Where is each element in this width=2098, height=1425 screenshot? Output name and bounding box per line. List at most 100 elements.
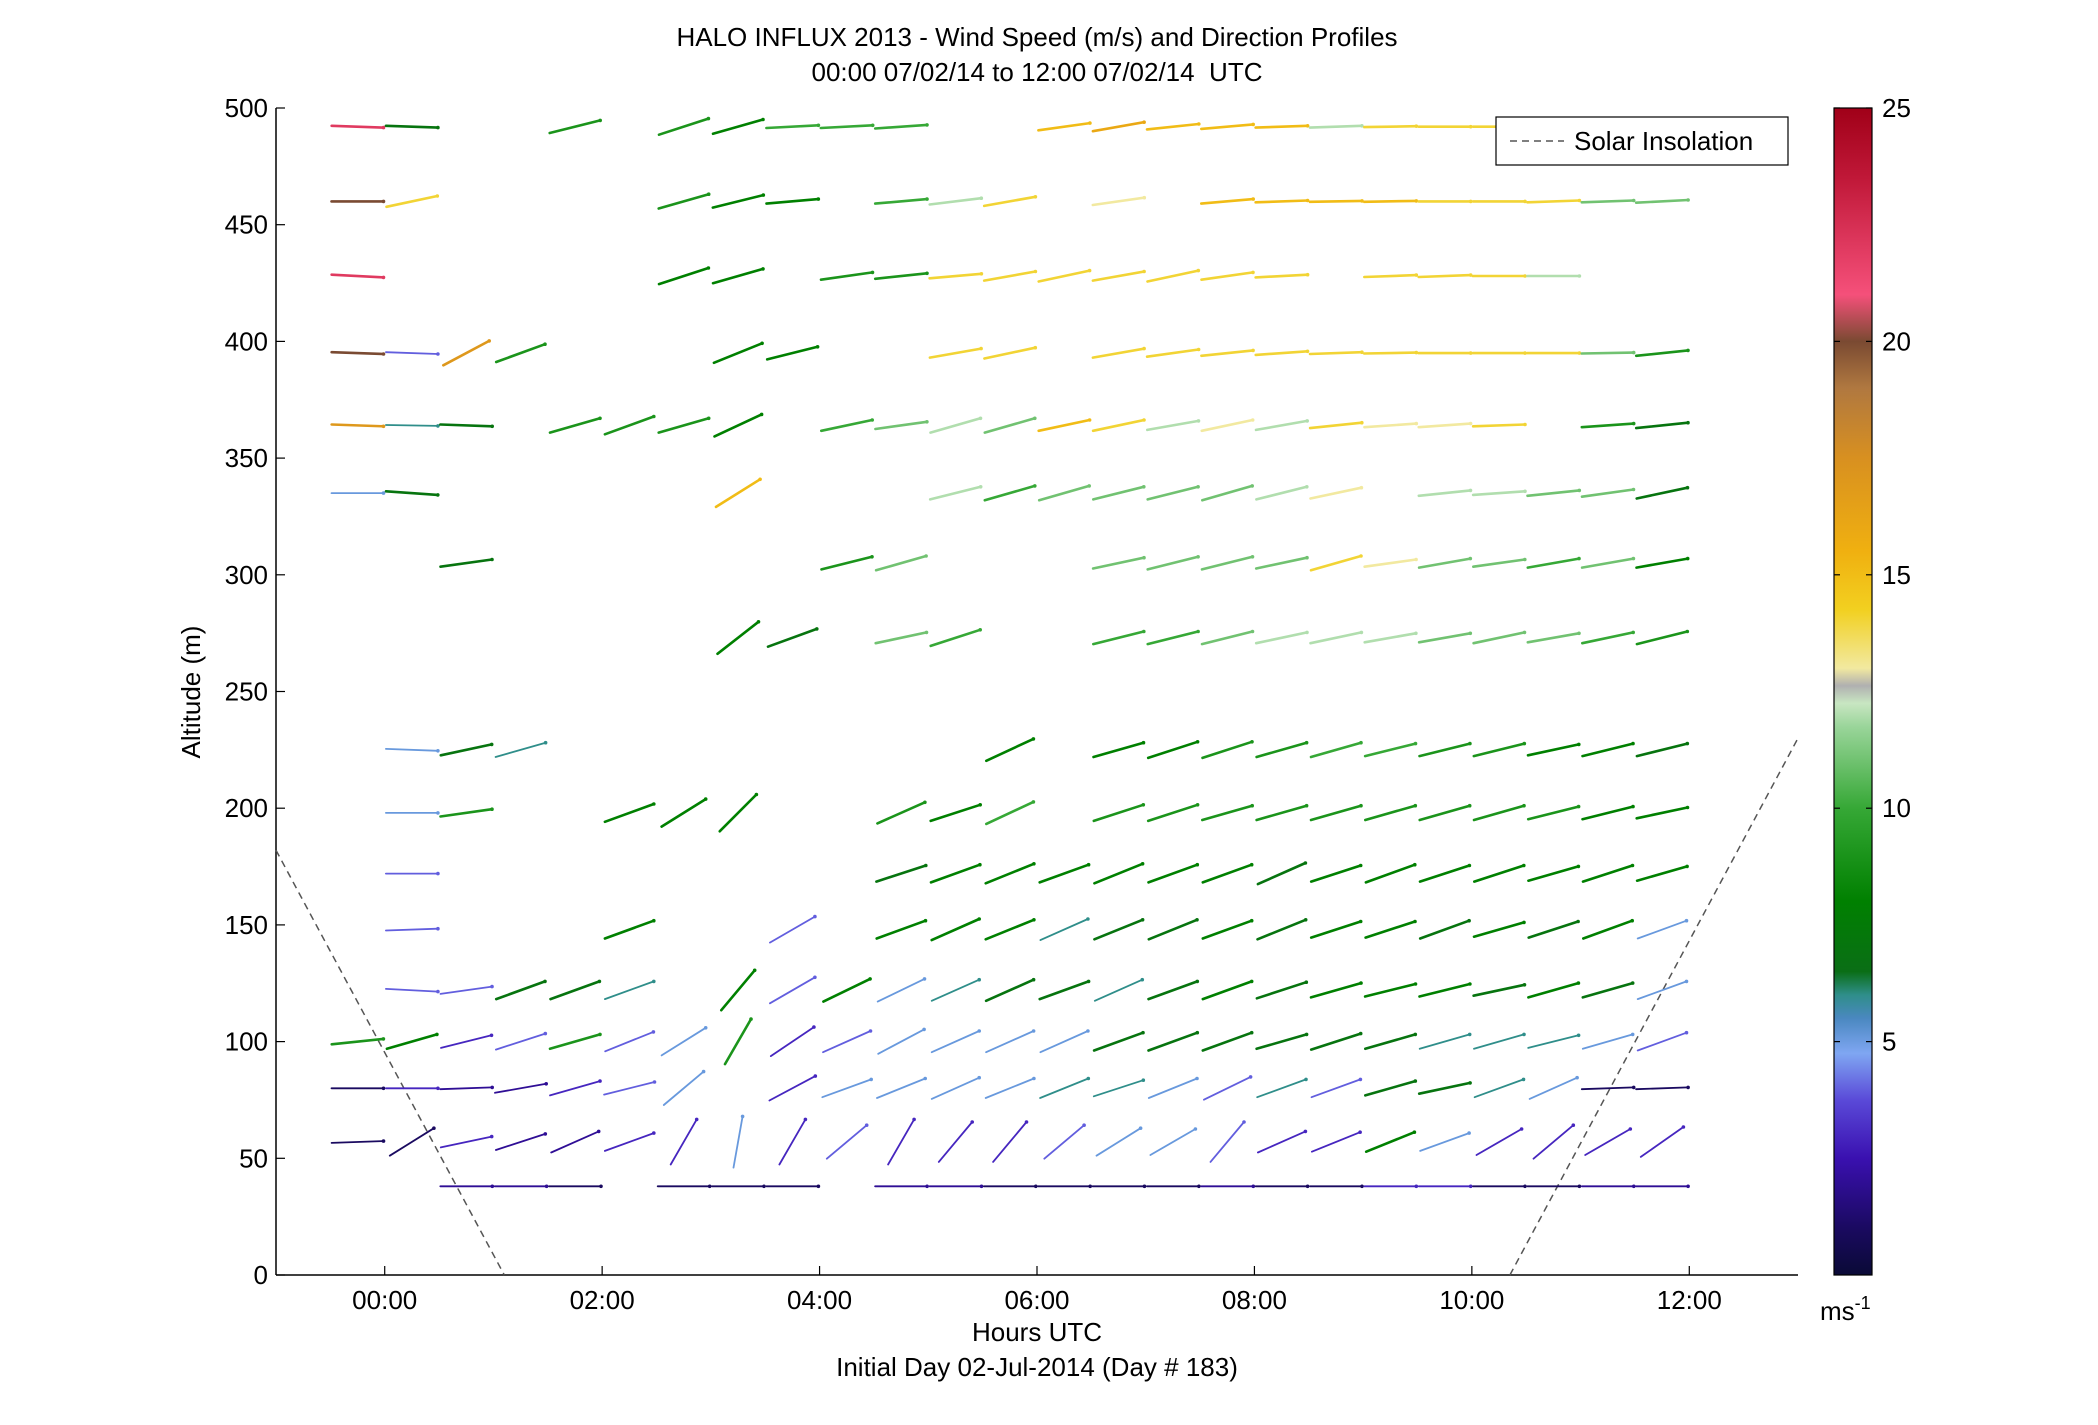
wind-barb bbox=[1043, 1124, 1085, 1160]
wind-barb-head bbox=[1630, 918, 1634, 923]
wind-barb bbox=[1526, 631, 1581, 644]
wind-barb-head bbox=[1522, 983, 1527, 987]
wind-barb-head bbox=[381, 199, 386, 204]
wind-barb bbox=[930, 917, 981, 942]
y-tick-label: 450 bbox=[225, 210, 268, 240]
wind-barb-head bbox=[1195, 740, 1200, 744]
wind-barb-head bbox=[436, 125, 440, 130]
wind-barb-head bbox=[1577, 351, 1582, 355]
wind-barb-head bbox=[740, 1114, 745, 1119]
wind-barb bbox=[874, 554, 928, 572]
wind-barb-head bbox=[1359, 630, 1364, 635]
wind-barb bbox=[1147, 918, 1199, 941]
wind-barb-head bbox=[381, 275, 386, 280]
wind-barb bbox=[1095, 1127, 1142, 1157]
wind-barb-head bbox=[868, 1029, 873, 1033]
x-tick-label: 08:00 bbox=[1222, 1285, 1287, 1315]
wind-barb-head bbox=[1358, 1077, 1363, 1082]
wind-barb bbox=[1146, 630, 1200, 646]
wind-barb bbox=[1146, 419, 1200, 432]
wind-barb-head bbox=[1631, 630, 1635, 635]
wind-barb-head bbox=[752, 968, 757, 973]
wind-barb bbox=[1146, 485, 1200, 501]
wind-barb-head bbox=[925, 1184, 929, 1189]
wind-barb bbox=[1147, 863, 1199, 884]
wind-barb-head bbox=[1033, 195, 1038, 199]
wind-barb-head bbox=[761, 267, 765, 271]
wind-barb-head bbox=[1303, 1129, 1308, 1134]
wind-barb bbox=[548, 416, 602, 434]
wind-barb bbox=[877, 1028, 925, 1055]
wind-barb-head bbox=[1577, 488, 1582, 493]
wind-barb-head bbox=[1305, 419, 1309, 423]
wind-barb-head bbox=[1468, 631, 1473, 636]
wind-barb bbox=[1581, 981, 1634, 999]
wind-barb-head bbox=[489, 1033, 494, 1038]
wind-barb-head bbox=[754, 792, 759, 797]
colorbar-ticks: 5 10 15 20 25 bbox=[1834, 93, 1911, 1057]
wind-barb bbox=[603, 802, 656, 824]
wind-barb bbox=[330, 124, 385, 129]
wind-barb bbox=[1037, 484, 1091, 502]
wind-barb-head bbox=[1577, 742, 1581, 747]
wind-barb bbox=[1037, 418, 1091, 433]
wind-barb-head bbox=[543, 1132, 548, 1136]
wind-barb bbox=[1363, 351, 1418, 355]
wind-barb bbox=[1582, 919, 1634, 940]
wind-barb bbox=[711, 193, 765, 209]
wind-barb bbox=[1145, 348, 1200, 359]
wind-barb bbox=[388, 1127, 435, 1157]
wind-barb bbox=[984, 737, 1035, 763]
wind-barb bbox=[1364, 1079, 1417, 1097]
wind-barb bbox=[1093, 978, 1144, 1002]
wind-barb bbox=[439, 1135, 493, 1149]
wind-barb bbox=[1147, 1031, 1199, 1052]
wind-barb bbox=[1580, 351, 1635, 355]
wind-barb-head bbox=[1197, 122, 1201, 126]
wind-barb-head bbox=[816, 1184, 821, 1189]
wind-barb-head bbox=[543, 342, 547, 347]
wind-barb bbox=[875, 864, 928, 883]
wind-barb-head bbox=[1032, 918, 1036, 922]
wind-barb-head bbox=[544, 1184, 549, 1189]
wind-barb-head bbox=[979, 1184, 984, 1189]
wind-barb bbox=[1039, 918, 1089, 941]
wind-barb-head bbox=[979, 196, 984, 200]
wind-barb-head bbox=[1304, 740, 1309, 745]
wind-barb bbox=[1364, 1033, 1417, 1051]
wind-barb bbox=[330, 423, 385, 428]
wind-barb-head bbox=[870, 270, 875, 275]
wind-barb bbox=[984, 978, 1035, 1003]
wind-barb-head bbox=[978, 862, 982, 867]
wind-barb-head bbox=[598, 118, 602, 123]
wind-barb bbox=[1311, 1131, 1361, 1153]
wind-barb-head bbox=[1414, 124, 1419, 128]
wind-barb bbox=[1309, 1032, 1362, 1051]
wind-barb bbox=[1200, 123, 1255, 131]
wind-barb bbox=[716, 620, 760, 656]
wind-barb bbox=[550, 1130, 600, 1154]
wind-barb bbox=[384, 927, 439, 932]
wind-barb bbox=[1255, 1033, 1308, 1051]
wind-barb-head bbox=[1467, 1131, 1471, 1135]
wind-barb bbox=[439, 985, 493, 995]
wind-barb-head bbox=[1251, 1184, 1256, 1189]
wind-barb bbox=[660, 1026, 707, 1057]
wind-barb bbox=[1635, 486, 1689, 500]
wind-barb-head bbox=[758, 477, 762, 482]
wind-barb bbox=[873, 197, 929, 205]
wind-barb-head bbox=[1088, 1184, 1092, 1189]
wind-barb-head bbox=[652, 802, 656, 806]
wind-barb-head bbox=[1684, 979, 1689, 984]
wind-barb-head bbox=[1523, 274, 1527, 278]
wind-barb bbox=[1636, 919, 1688, 940]
wind-barb bbox=[1093, 862, 1144, 885]
wind-barb-head bbox=[924, 554, 928, 558]
wind-barb-head bbox=[436, 749, 440, 753]
wind-barb bbox=[384, 124, 440, 129]
wind-barb bbox=[1200, 418, 1254, 433]
wind-barb-head bbox=[1631, 1085, 1636, 1090]
wind-barb-head bbox=[1576, 804, 1581, 809]
wind-barb-head bbox=[925, 197, 929, 201]
wind-barb bbox=[1146, 740, 1199, 760]
